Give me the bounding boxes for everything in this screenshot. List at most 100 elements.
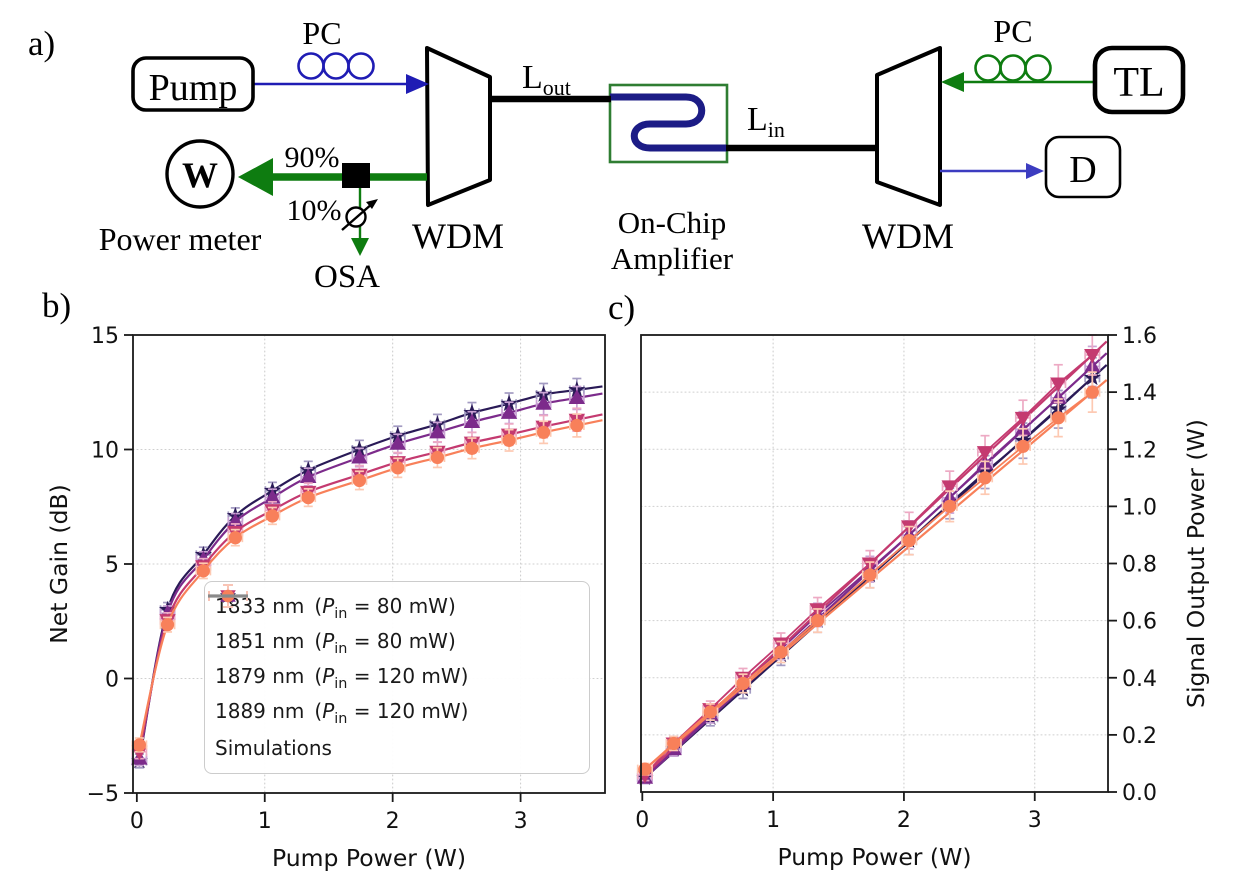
marker-triangle-down: [1050, 377, 1067, 393]
attenuator-icon: [341, 199, 378, 231]
legend-item-label: 1879 nm (Pin = 120 mW): [215, 663, 469, 692]
x-tick-label: 1: [766, 808, 780, 833]
x-tick-label: 3: [1028, 808, 1042, 833]
marker-circle: [978, 471, 992, 485]
marker-circle: [160, 618, 175, 632]
marker-circle: [703, 705, 717, 719]
marker-circle: [352, 473, 367, 488]
legend-item-label: 1889 nm (Pin = 120 mW): [215, 698, 469, 727]
pump-label: Pump: [149, 67, 238, 109]
polarization-controller-left-icon: [297, 52, 375, 80]
data-points: [132, 418, 584, 752]
marker-triangle-up: [300, 468, 317, 483]
marker-circle: [228, 531, 242, 545]
marker-triangle-up: [389, 435, 406, 450]
tick-labels: 0 1 2 3 −5 0 5 10 15: [87, 324, 528, 834]
tl-box: [1092, 45, 1186, 115]
wdm-left-label: WDM: [412, 216, 504, 256]
setup-diagram: Pump PC PC Lout Lin On-Chip Amplifier WD…: [99, 13, 1186, 295]
panel-label-c: c): [608, 288, 636, 327]
legend-item-label: Simulations: [215, 735, 332, 760]
y-tick-label: 0: [105, 668, 119, 693]
d-box: [1044, 135, 1122, 199]
osa-arrowhead-icon: [351, 238, 369, 256]
marker-circle: [902, 534, 916, 548]
tick-marks: [124, 334, 522, 802]
y-tick-label: 0.8: [1122, 553, 1157, 578]
y-tick-label: 5: [105, 553, 119, 578]
legend-item-1833nm: 1833 nm (Pin = 80 mW): [208, 584, 579, 625]
marker-triangle-down: [976, 446, 994, 461]
legend: 1833 nm (Pin = 80 mW) 1851 nm (Pin = 80 mW)…: [204, 581, 590, 774]
marker-circle: [774, 645, 788, 659]
marker-triangle-down: [1014, 411, 1032, 427]
chip-label-line2: Amplifier: [611, 241, 734, 276]
x-tick-label: 2: [386, 809, 400, 834]
power-meter-icon: [165, 139, 235, 209]
legend-item-1879nm: 1879 nm (Pin = 120 mW): [208, 584, 579, 695]
marker-circle: [863, 568, 877, 582]
osa-label: OSA: [314, 259, 380, 295]
d-arrowhead-icon: [1026, 163, 1044, 179]
pump-arrowhead-icon: [406, 74, 429, 94]
tick-marks: [641, 334, 1117, 801]
marker-circle: [391, 461, 405, 475]
series-1889nm: [636, 371, 1108, 776]
marker-triangle-up: [264, 489, 281, 504]
y-tick-label: 0.0: [1122, 781, 1157, 806]
marker-circle: [465, 441, 479, 455]
marker-circle: [667, 736, 681, 751]
legend-item-simulations: Simulations: [208, 594, 579, 765]
legend-item-1889nm: 1889 nm (Pin = 120 mW): [208, 584, 579, 730]
marker-triangle-up: [463, 413, 481, 429]
y-axis-label: Net Gain (dB): [45, 484, 73, 644]
lin-label: Lin: [747, 101, 785, 142]
polarization-controller-right-icon: [974, 54, 1052, 82]
legend-sim-line-icon: [208, 594, 248, 598]
x-tick-label: 0: [635, 808, 649, 833]
marker-circle: [1016, 439, 1030, 453]
marker-circle: [943, 499, 957, 513]
marker-circle: [1051, 411, 1065, 425]
x-tick-label: 1: [258, 809, 272, 834]
marker-triangle-up: [568, 389, 586, 404]
marker-circle: [301, 490, 315, 505]
y-tick-label: 1.2: [1122, 438, 1157, 463]
x-tick-label: 3: [514, 809, 528, 834]
chart-net-gain: 0 1 2 3 −5 0 5 10 15 Pump Power (W) Net Gain (dB): [45, 324, 606, 872]
tap-10-label: 10%: [287, 194, 342, 227]
power-meter-label: Power meter: [99, 221, 262, 257]
wdm-right-label: WDM: [862, 216, 954, 256]
panel-label-b: b): [42, 286, 72, 325]
tap-coupler-icon: [342, 163, 370, 188]
chart-signal-output: 0 1 2 3 0.0 0.2 0.4 0.6 0.8 1.0 1.2 1.4 1.6 Pump Powe…: [635, 324, 1210, 871]
series-1889nm: [131, 413, 603, 753]
d-label: D: [1069, 149, 1096, 191]
wdm-left-shape: [425, 46, 492, 207]
legend-item-1851nm: 1851 nm (Pin = 80 mW): [208, 584, 579, 660]
panel-label-a: a): [28, 24, 56, 63]
tl-label: TL: [1113, 60, 1164, 106]
w-label: W: [182, 155, 218, 195]
y-tick-label: 1.6: [1122, 324, 1157, 349]
marker-triangle-up: [429, 423, 446, 439]
marker-circle: [196, 564, 210, 578]
y-tick-label: 0.2: [1122, 724, 1157, 749]
waveguide: [610, 93, 727, 152]
x-tick-label: 0: [130, 809, 144, 834]
marker-triangle-up: [500, 404, 518, 419]
pc-left-label: PC: [302, 15, 341, 51]
y-tick-label: 0.4: [1122, 667, 1157, 692]
marker-circle: [537, 425, 551, 439]
marker-triangle-down: [941, 480, 958, 495]
y-tick-label: 15: [91, 324, 119, 349]
marker-circle: [1085, 385, 1099, 399]
marker-circle: [502, 433, 516, 447]
legend-item-label: 1833 nm (Pin = 80 mW): [215, 593, 456, 622]
output-arrowhead-icon: [238, 158, 273, 196]
marker-circle: [430, 450, 445, 465]
y-tick-label: −5: [87, 782, 119, 807]
y-tick-label: 1.4: [1122, 381, 1157, 406]
lout-label: Lout: [522, 59, 571, 100]
